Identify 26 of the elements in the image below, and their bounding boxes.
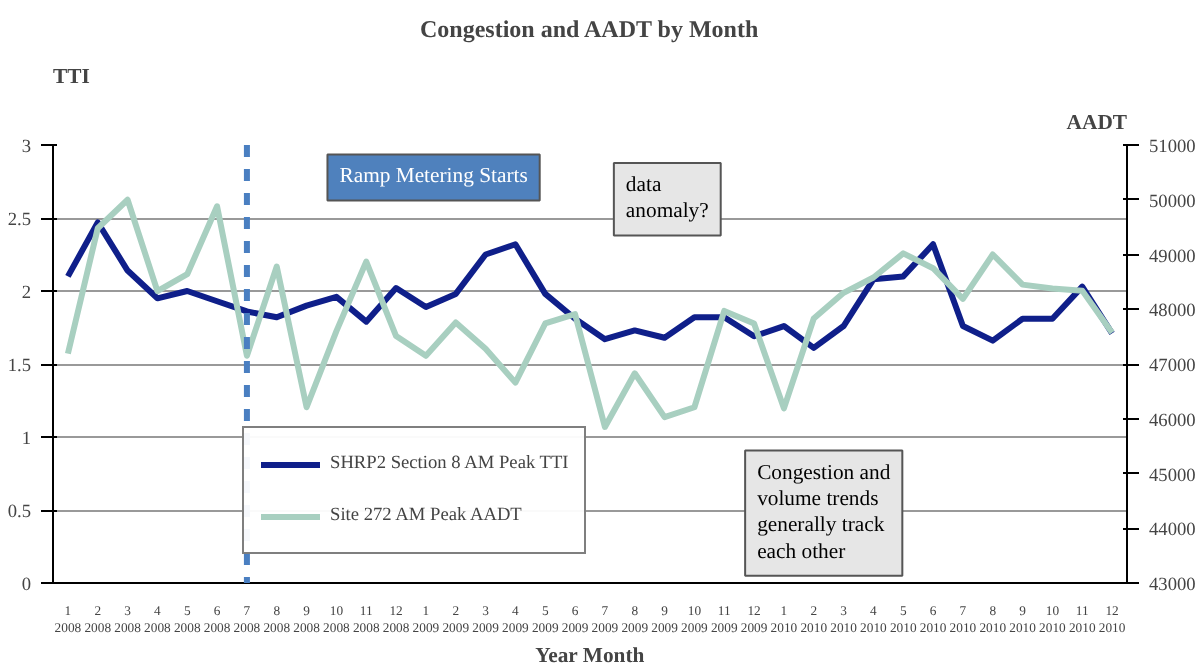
y2-tick-label: 49000 [1149, 247, 1197, 268]
y-tick-label: 1.5 [7, 357, 32, 377]
y2-tick-label: 46000 [1149, 411, 1197, 432]
annotation: data anomaly? [625, 175, 710, 224]
y2-tick-label: 51000 [1149, 138, 1197, 158]
y-tick-label: 0.5 [7, 503, 32, 523]
x-axis-title: Year Month [535, 645, 645, 668]
y2-tick-label: 43000 [1149, 576, 1197, 596]
y-tick-label: 1 [21, 430, 32, 450]
legend-label: Site 272 AM Peak AADT [330, 506, 522, 526]
legend-label: SHRP2 Section 8 AM Peak TTI [330, 454, 569, 474]
line-series [64, 196, 1116, 430]
y2-tick-label: 45000 [1149, 466, 1197, 487]
chart-title: Congestion and AADT by Month [419, 15, 759, 43]
annotation: Ramp Metering Starts [339, 166, 528, 189]
y-axis-title: TTI [53, 67, 90, 89]
y-tick-label: 2.5 [7, 211, 32, 231]
y-tick-label: 2 [21, 284, 32, 304]
annotation: Congestion and volume trends generally track each other [757, 462, 892, 564]
y2-tick-label: 50000 [1149, 192, 1197, 213]
y-tick-label: 0 [21, 576, 32, 596]
y-tick-label: 3 [21, 138, 32, 158]
y2-tick-label: 44000 [1149, 521, 1197, 542]
y2-tick-label: 48000 [1149, 302, 1197, 323]
y2-tick-label: 47000 [1149, 357, 1197, 377]
y2-axis-title: AADT [1066, 113, 1128, 135]
